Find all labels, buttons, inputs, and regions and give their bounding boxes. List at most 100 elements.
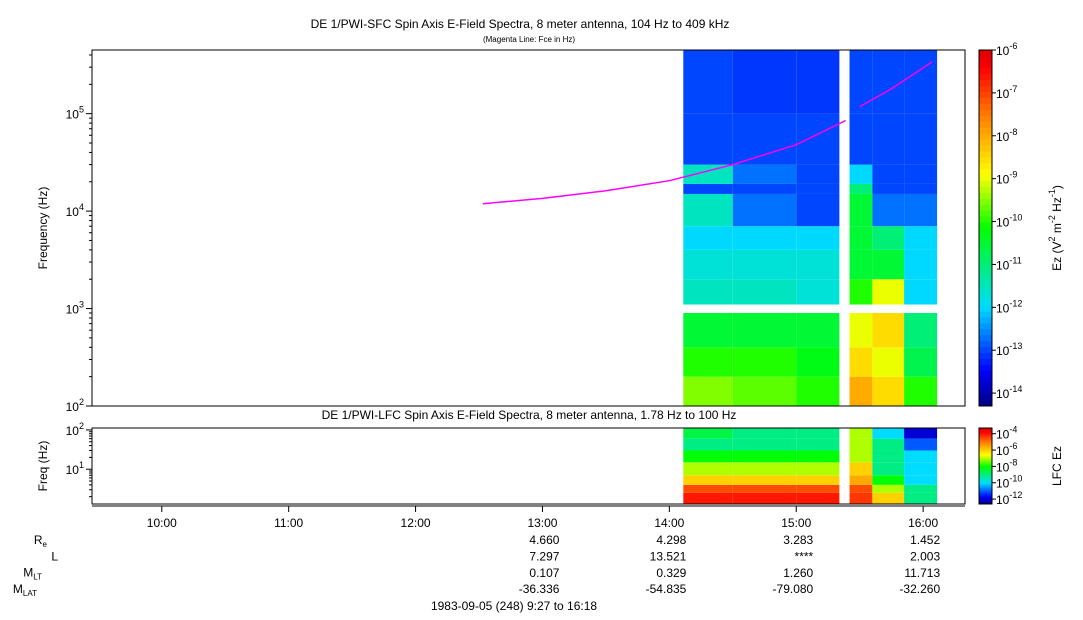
colorbar-segment [979, 328, 992, 336]
colorbar-frame [978, 49, 993, 407]
ephemeris-label-base: R [34, 533, 43, 547]
colorbar-segment [979, 67, 992, 75]
colorbar-tick-label-exponent: -9 [1009, 170, 1017, 180]
colorbar-segment [979, 334, 992, 342]
ephemeris-value: -36.336 [519, 582, 560, 596]
x-tick-label: 13:00 [527, 516, 557, 530]
colorbar-segment [979, 293, 992, 300]
colorbar-tick-label: 10-6 [996, 441, 1017, 458]
spectrogram-cell [849, 183, 873, 194]
colorbar-tick-label-exponent: -8 [1009, 458, 1017, 468]
spectrogram-cell [732, 279, 797, 305]
colorbar-segment [979, 394, 992, 401]
spectrogram-cell [904, 347, 938, 377]
colorbar-tick-label-exponent: -8 [1009, 127, 1017, 137]
colorbar-segment [979, 436, 992, 439]
y-tick-label: 101 [66, 461, 84, 478]
colorbar-segment [979, 490, 992, 492]
colorbar-segment [979, 150, 992, 158]
spectrogram-cell [872, 428, 905, 439]
spectrogram-cell [732, 462, 797, 476]
colorbar-segment [979, 376, 992, 383]
colorbar-tick-label: 10-12 [996, 490, 1022, 507]
spectrogram-cell [904, 376, 938, 406]
colorbar-segment [979, 454, 992, 457]
colorbar-segment [979, 180, 992, 187]
spectrogram-cell [683, 279, 733, 305]
colorbar-segment [979, 192, 992, 199]
colorbar-segment [979, 428, 992, 430]
spectrogram-cell [732, 492, 797, 504]
ephemeris-label-sub: e [43, 540, 48, 549]
colorbar-segment [979, 156, 992, 164]
colorbar-tick-label-exponent: -6 [1009, 41, 1017, 51]
colorbar-tick-label: 10-8 [996, 458, 1017, 475]
spectrogram-cell [872, 193, 905, 227]
colorbar-segment [979, 445, 992, 448]
spectrogram-cell [683, 193, 733, 227]
colorbar-segment [979, 447, 992, 449]
spectrogram-cell [872, 249, 905, 280]
y-tick-label-base: 10 [66, 463, 80, 477]
colorbar-segment [979, 481, 992, 483]
colorbar-tick-label-base: 10 [996, 344, 1010, 358]
colorbar-tick-label: 10-8 [996, 127, 1017, 144]
colorbar-tick-label-base: 10 [996, 387, 1010, 401]
colorbar-segment [979, 127, 992, 134]
colorbar-segment [979, 443, 992, 445]
colorbar-segment [979, 495, 992, 497]
colorbar-segment [979, 493, 992, 496]
colorbar-segment [979, 492, 992, 495]
colorbar-segment [979, 471, 992, 473]
spectrogram-cell [849, 50, 873, 114]
colorbar-tick-label-base: 10 [996, 444, 1010, 458]
spectrogram-cell [732, 249, 797, 280]
ephemeris-label-sub: LAT [23, 589, 37, 598]
spectrogram-cell [732, 347, 797, 377]
spectrogram-cell [849, 164, 873, 184]
colorbar-segment [979, 431, 992, 434]
chart-title: DE 1/PWI-SFC Spin Axis E-Field Spectra, … [311, 17, 730, 31]
colorbar-segment [979, 317, 992, 324]
y-axis-label: Freq (Hz) [36, 441, 50, 492]
spectrogram-cell [849, 376, 873, 406]
y-tick-label-base: 10 [66, 303, 80, 317]
colorbar-segment [979, 450, 992, 453]
spectrogram-cell [683, 313, 733, 348]
spectrogram-cell [683, 462, 733, 476]
spectrogram-cell [872, 492, 905, 504]
colorbar-segment [979, 144, 992, 152]
colorbar-segment [979, 109, 992, 116]
colorbar-segment [979, 370, 992, 377]
spectrogram-cell [872, 475, 905, 485]
spectrogram-cell [683, 475, 733, 485]
colorbar-segment [979, 55, 992, 63]
colorbar-tick-label-exponent: -12 [1009, 299, 1022, 309]
colorbar-segment [979, 460, 992, 463]
colorbar-segment [979, 121, 992, 128]
x-tick-label: 15:00 [781, 516, 811, 530]
spectrogram-cell [849, 492, 873, 504]
colorbar-segment [979, 269, 992, 276]
spectrogram-cell [849, 475, 873, 485]
spectrogram-cell [872, 484, 905, 493]
colorbar-segment [979, 382, 992, 389]
spectrogram-cell [904, 279, 938, 305]
colorbar-segment [979, 198, 992, 205]
colorbar-tick-label-base: 10 [996, 493, 1010, 507]
colorbar-tick-label-exponent: -11 [1009, 256, 1021, 266]
colorbar-label-text: ) [1050, 185, 1064, 189]
spectrogram-cell [683, 428, 733, 439]
colorbar-tick-label: 10-14 [996, 384, 1022, 401]
colorbar-tick-label: 10-9 [996, 170, 1017, 187]
spectrogram-cell [796, 226, 840, 250]
colorbar-segment [979, 433, 992, 435]
ephemeris-label: L [51, 549, 58, 563]
spectrogram-cell [732, 428, 797, 439]
spectrogram-cell [872, 376, 905, 406]
colorbar-segment [979, 486, 992, 489]
colorbar-label-sup: 2 [1047, 237, 1057, 242]
colorbar-segment [979, 498, 992, 501]
colorbar-segment [979, 322, 992, 330]
colorbar-segment [979, 457, 992, 459]
